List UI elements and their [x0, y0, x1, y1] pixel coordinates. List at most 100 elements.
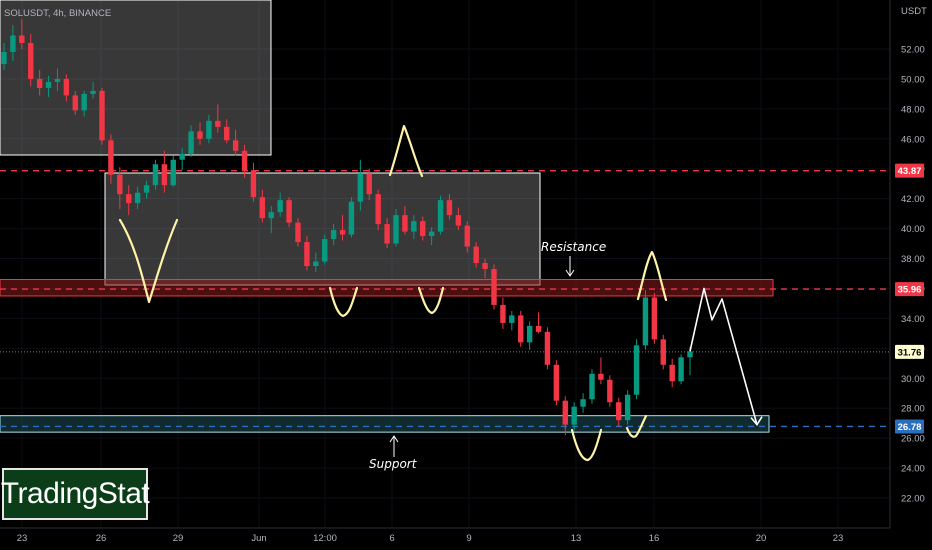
price-badges: 43.87 35.96 31.76 26.78	[895, 163, 924, 434]
projection-path	[689, 287, 763, 427]
candle-body	[90, 90, 96, 94]
candle-body	[45, 81, 52, 88]
candle-body	[535, 325, 542, 332]
support-arrowhead	[389, 435, 399, 443]
candle-body	[330, 230, 337, 240]
candle-body	[108, 140, 114, 175]
candle-body	[687, 351, 693, 358]
candle-body	[72, 95, 78, 111]
x-tick-label: 20	[756, 533, 767, 544]
logo-text: TradingStat	[0, 477, 150, 510]
candle-body	[322, 239, 328, 262]
candle-body	[669, 364, 675, 382]
price-badge-text: 43.87	[898, 166, 922, 177]
pattern-drawings	[118, 124, 668, 462]
zones	[0, 278, 774, 433]
price-badge	[895, 344, 924, 359]
candle-body	[366, 173, 372, 195]
candle-body	[215, 120, 221, 127]
candle-body	[357, 173, 364, 202]
y-tick-label: 22.00	[901, 494, 925, 505]
price-lines	[0, 170, 890, 428]
candle-body	[36, 78, 43, 88]
x-tick-label: 29	[173, 533, 184, 544]
candle-body	[455, 215, 462, 226]
candle-body	[19, 35, 25, 44]
candle-body	[491, 269, 497, 305]
resistance-arrowhead	[565, 269, 575, 277]
candle-body	[571, 406, 577, 425]
candle-body	[10, 35, 16, 52]
price-badge-text: 31.76	[898, 347, 922, 358]
u-shape-3	[570, 428, 603, 462]
candle-body	[420, 221, 426, 237]
candle-body	[179, 153, 185, 160]
candle-body	[250, 170, 257, 198]
candle-body	[678, 357, 684, 382]
y-tick-label: 38.00	[901, 254, 925, 265]
upper-range-box	[0, 0, 272, 156]
y-tick-label: 42.00	[901, 194, 925, 205]
u-shape-4	[625, 414, 648, 438]
candle-body	[54, 78, 61, 82]
candle-body	[642, 297, 649, 346]
candle-body	[482, 263, 488, 270]
candle-body	[509, 315, 515, 323]
candle-body	[152, 164, 159, 186]
y-tick-label: 46.00	[901, 134, 925, 145]
y-tick-label: 24.00	[901, 464, 925, 475]
x-tick-label: 12:00	[313, 533, 337, 544]
u-shape-1	[328, 286, 359, 318]
x-tick-label: 9	[466, 533, 471, 544]
candle-body	[348, 201, 355, 235]
price-badge-text: 35.96	[898, 285, 922, 296]
y-tick-label: 28.00	[901, 404, 925, 415]
candle-body	[339, 230, 346, 235]
projection-line	[689, 287, 758, 425]
candle-body	[188, 131, 194, 154]
y-tick-label: 50.00	[901, 74, 925, 85]
candle-body	[232, 140, 239, 151]
tradingstat-logo: TradingStat	[0, 468, 150, 520]
candle-body	[241, 150, 248, 171]
candle-body	[117, 174, 123, 195]
candle-body	[616, 402, 622, 421]
candle-body	[411, 221, 417, 232]
candle-body	[81, 93, 87, 111]
candle-body	[437, 200, 444, 232]
candles	[1, 19, 693, 436]
candle-body	[518, 315, 524, 343]
candle-body	[197, 131, 203, 139]
candle-body	[313, 261, 319, 267]
y-tick-label: 26.00	[901, 434, 925, 445]
candle-body	[473, 246, 479, 264]
x-tick-label: Jun	[251, 533, 266, 544]
x-tick-label: 26	[96, 533, 107, 544]
candle-body	[1, 51, 7, 64]
candle-body	[526, 325, 533, 343]
candle-body	[553, 364, 560, 401]
currency-label: USDT	[901, 6, 927, 17]
support-label: Support	[369, 457, 418, 471]
y-tick-label: 30.00	[901, 374, 925, 385]
x-tick-label: 16	[649, 533, 660, 544]
candle-body	[660, 339, 666, 365]
candle-body	[464, 225, 470, 247]
y-tick-label: 34.00	[901, 314, 925, 325]
y-tick-label: 40.00	[901, 224, 925, 235]
u-shape-2	[417, 286, 445, 315]
candle-body	[161, 164, 168, 186]
candle-body	[170, 159, 176, 186]
v-shape-1	[118, 218, 179, 304]
candle-body	[500, 304, 506, 323]
candle-body	[206, 120, 212, 139]
symbol-label: SOLUSDT, 4h, BINANCE	[4, 8, 111, 19]
price-badge-text: 26.78	[898, 422, 922, 433]
candle-body	[134, 192, 141, 204]
candle-body	[580, 399, 586, 407]
candle-body	[402, 215, 408, 232]
peak-shape-1	[388, 124, 424, 178]
y-tick-label: 48.00	[901, 104, 925, 115]
